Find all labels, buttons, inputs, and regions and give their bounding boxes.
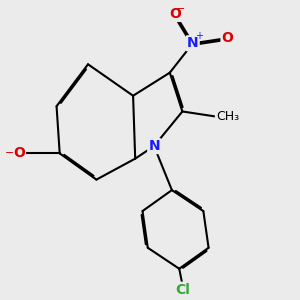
Text: −: − <box>176 4 185 14</box>
Text: N: N <box>148 139 160 153</box>
Text: CH₃: CH₃ <box>216 110 239 123</box>
Text: Cl: Cl <box>175 283 190 297</box>
Text: O: O <box>221 31 233 45</box>
Text: +: + <box>195 31 203 41</box>
Text: O: O <box>169 7 181 21</box>
Text: O: O <box>13 146 25 161</box>
Text: −: − <box>5 148 14 158</box>
Text: N: N <box>187 36 199 50</box>
